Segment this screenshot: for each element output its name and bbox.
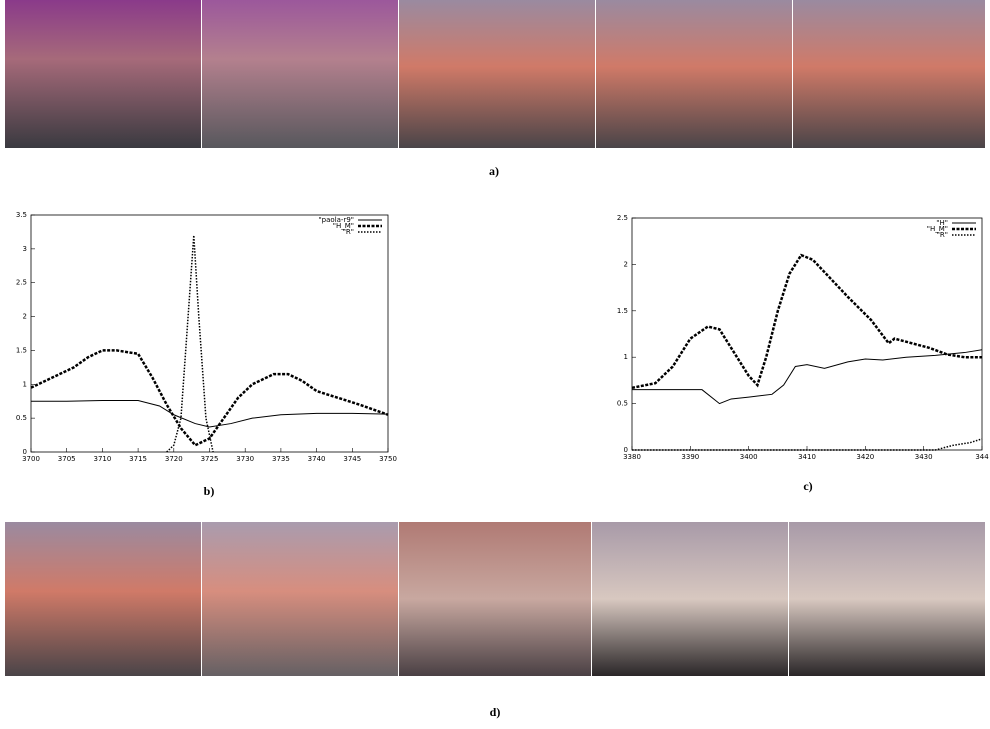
- video-frame: [596, 0, 792, 148]
- y-tick-label: 2.5: [16, 279, 27, 287]
- video-frame: [202, 0, 398, 148]
- legend-label: "R": [343, 228, 354, 236]
- caption: c): [803, 479, 812, 493]
- video-frame: [399, 522, 591, 676]
- caption: d): [490, 705, 501, 719]
- data-line: [31, 401, 388, 427]
- y-tick-label: 2.5: [617, 214, 628, 222]
- x-tick-label: 3750: [379, 455, 397, 463]
- data-line: [31, 350, 388, 445]
- y-tick-label: 1: [23, 380, 27, 388]
- video-frame: [5, 522, 201, 676]
- x-tick-label: 3725: [201, 455, 219, 463]
- y-tick-label: 2: [624, 260, 628, 268]
- x-tick-label: 344: [975, 453, 989, 461]
- caption: a): [489, 164, 499, 178]
- figure: a) d) 00.511.522.533.5370037053710371537…: [0, 0, 990, 724]
- legend-label: "R": [937, 231, 948, 239]
- x-tick-label: 3705: [58, 455, 76, 463]
- video-frame: [592, 522, 788, 676]
- x-tick-label: 3410: [798, 453, 816, 461]
- y-tick-label: 1: [624, 353, 628, 361]
- y-tick-label: 3.5: [16, 211, 27, 219]
- x-tick-label: 3390: [681, 453, 699, 461]
- video-frame: [202, 522, 398, 676]
- y-tick-label: 0.5: [617, 400, 628, 408]
- y-tick-label: 3: [23, 245, 27, 253]
- y-tick-label: 1.5: [16, 346, 27, 354]
- y-tick-label: 1.5: [617, 307, 628, 315]
- x-tick-label: 3420: [856, 453, 874, 461]
- caption: b): [204, 484, 215, 498]
- x-tick-label: 3735: [272, 455, 290, 463]
- video-frame: [789, 522, 985, 676]
- x-tick-label: 3730: [236, 455, 254, 463]
- data-line: [632, 350, 982, 404]
- x-tick-label: 3430: [915, 453, 933, 461]
- x-tick-label: 3715: [129, 455, 147, 463]
- data-line: [632, 255, 982, 388]
- y-tick-label: 0.5: [16, 414, 27, 422]
- video-frame: [399, 0, 595, 148]
- video-frame: [793, 0, 985, 148]
- data-line: [167, 235, 213, 452]
- strip-d: [5, 522, 985, 676]
- x-tick-label: 3380: [623, 453, 641, 461]
- strip-a: [5, 0, 985, 148]
- x-tick-label: 3700: [22, 455, 40, 463]
- x-tick-label: 3400: [740, 453, 758, 461]
- y-tick-label: 2: [23, 313, 27, 321]
- plot-frame: [31, 215, 388, 452]
- x-tick-label: 3740: [308, 455, 326, 463]
- x-tick-label: 3720: [165, 455, 183, 463]
- plot-frame: [632, 218, 982, 450]
- x-tick-label: 3745: [343, 455, 361, 463]
- x-tick-label: 3710: [93, 455, 111, 463]
- page: a) d) 00.511.522.533.5370037053710371537…: [0, 0, 990, 724]
- video-frame: [5, 0, 201, 148]
